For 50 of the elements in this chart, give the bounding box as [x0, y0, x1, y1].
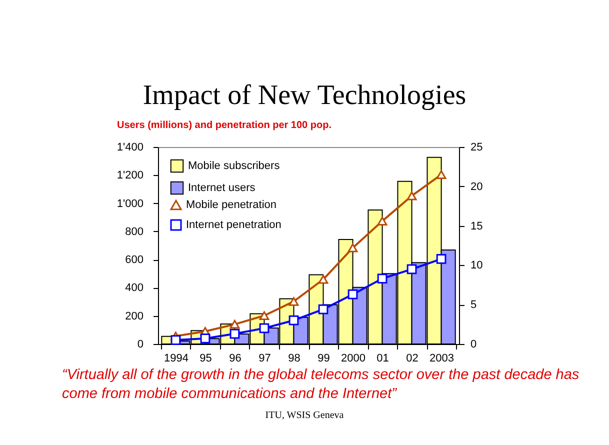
point: [230, 328, 240, 339]
point: [406, 264, 417, 274]
point: [200, 334, 210, 344]
point: [348, 243, 358, 252]
y-tick-label: 0: [137, 338, 144, 350]
legend-label: Mobile subscribers: [188, 160, 280, 172]
legend-label: Mobile penetration: [186, 199, 277, 211]
x-tick-label: 02: [406, 352, 418, 364]
x-tick-label: 01: [376, 352, 389, 364]
x-tick-label: 2003: [430, 352, 454, 364]
y2-tick-label: 15: [470, 220, 483, 232]
y-tick-label: 1'400: [116, 142, 144, 154]
x-tick-label: 95: [200, 352, 212, 364]
y-tick-label: 1'200: [116, 170, 144, 182]
y-tick-label: 600: [125, 254, 144, 266]
point: [288, 297, 299, 306]
y-tick-label: 400: [125, 282, 144, 294]
y2-tick-label: 10: [470, 260, 483, 272]
point: [259, 323, 270, 334]
chart-title: Impact of New Technologies: [142, 80, 468, 112]
y2-tick-label: 5: [470, 299, 477, 312]
point: [377, 216, 388, 226]
x-tick-label: 97: [258, 352, 271, 364]
x-tick-label: 96: [229, 352, 242, 364]
point: [377, 274, 388, 284]
chart-subtitle: Users (millions) and penetration per 100 pop.: [117, 120, 332, 131]
y2-tick-label: 20: [470, 180, 483, 193]
point: [436, 170, 446, 179]
text: “Virtually all of the growth in the global telecoms sector over the past decade has come from mobile communications and the Internet”: [62, 366, 580, 404]
point: [406, 191, 417, 200]
y2-tick-label: 25: [470, 142, 483, 154]
x-tick-label: 99: [318, 352, 330, 364]
point: [436, 254, 446, 264]
point: [318, 304, 328, 314]
legend-label: Internet penetration: [186, 219, 282, 231]
x-tick-label: 98: [288, 352, 300, 364]
point: [170, 335, 181, 345]
y-tick-label: 800: [125, 226, 144, 238]
point: [288, 315, 299, 326]
point: [318, 275, 328, 284]
y-tick-label: 1'000: [116, 198, 144, 210]
x-tick-label: 1994: [164, 352, 188, 364]
point: [348, 289, 358, 300]
point: [259, 311, 270, 320]
y2-tick-label: 0: [470, 338, 477, 350]
legend-label: Internet users: [188, 182, 256, 194]
text: ITU, WSIS Geneva: [264, 410, 345, 421]
x-tick-label: 2000: [341, 352, 366, 364]
y-tick-label: 200: [125, 310, 144, 322]
point: [230, 320, 240, 329]
